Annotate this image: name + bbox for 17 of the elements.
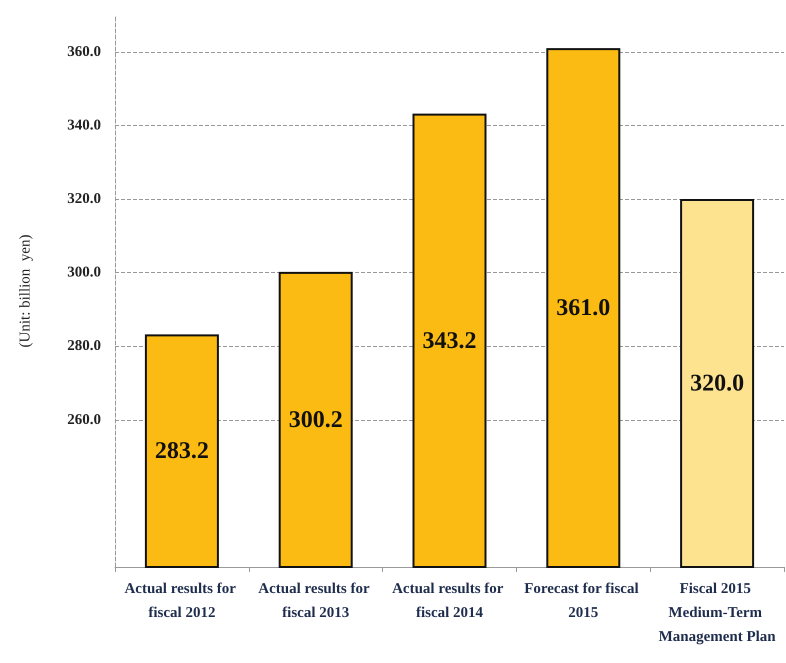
x-tick-label: Fiscal 2015 Medium-Term Management Plan	[658, 581, 776, 645]
data-label: 361.0	[556, 295, 610, 322]
data-label: 300.2	[288, 406, 343, 433]
data-label: 320.0	[690, 370, 744, 396]
data-label: 343.2	[422, 328, 476, 354]
y-tick-label: 340.0	[67, 117, 101, 134]
y-tick-label: 360.0	[67, 44, 101, 60]
y-tick-label: 260.0	[67, 412, 101, 428]
y-tick-label: 300.0	[67, 264, 101, 281]
x-tick-label: Forecast for fiscal 2015	[524, 581, 642, 621]
y-tick-label: 320.0	[67, 191, 101, 207]
x-tick-label: Actual results for fiscal 2012	[124, 581, 240, 621]
x-tick-label: Actual results for fiscal 2014	[392, 581, 507, 621]
y-tick-label: 280.0	[67, 338, 101, 354]
x-tick-label: Actual results for fiscal 2013	[258, 581, 374, 621]
y-axis-title: (Unit: billion yen)	[18, 234, 34, 348]
data-label: 283.2	[154, 438, 209, 464]
